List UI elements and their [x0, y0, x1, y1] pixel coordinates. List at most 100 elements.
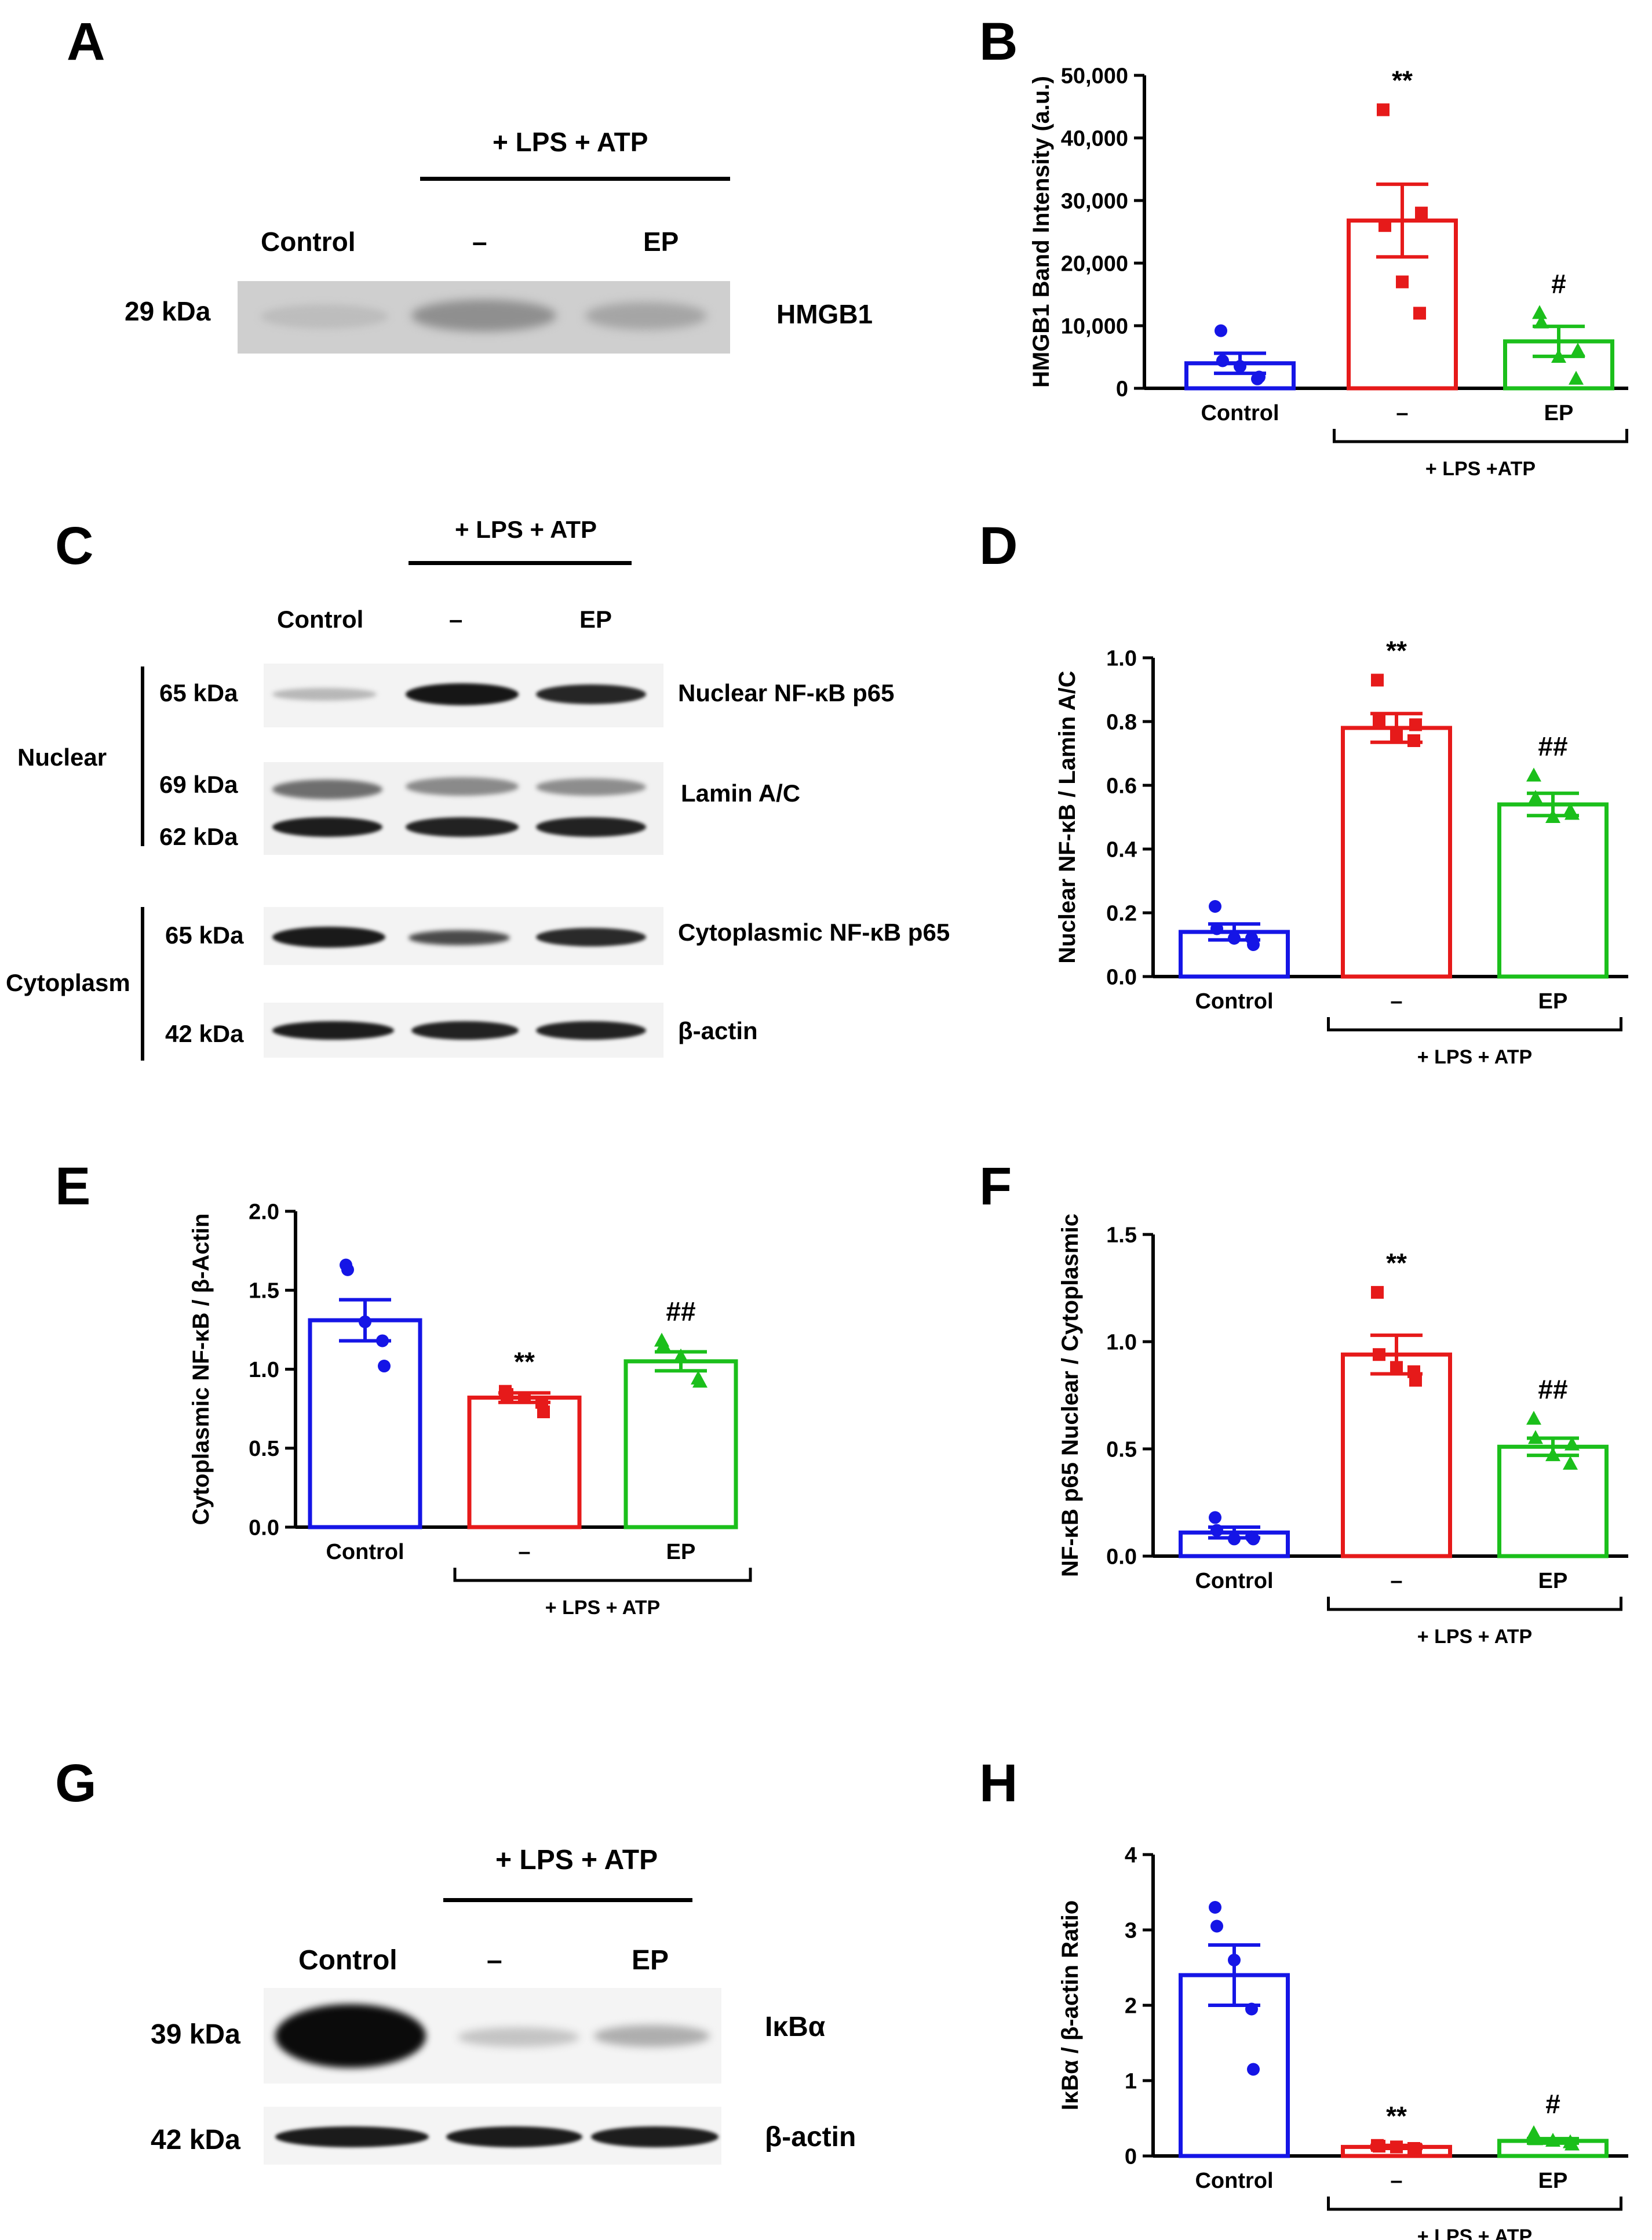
y-tick-label-b-4: 40,000	[1061, 126, 1128, 151]
y-tick-label-d-0: 0.0	[1106, 965, 1137, 989]
mw-label-actin-c: 42 kDa	[165, 1020, 244, 1047]
point-b-1-0	[1377, 103, 1390, 116]
band-nfkb-cyto-control	[272, 927, 385, 948]
mw-label-nfkb-cyto: 65 kDa	[165, 922, 244, 949]
point-d-2-2	[1545, 809, 1560, 823]
point-d-1-1	[1373, 715, 1385, 728]
y-tick-label-h-2: 2	[1125, 1994, 1137, 2018]
y-axis-label-d: Nuclear NF-κB / Lamin A/C	[1055, 671, 1080, 963]
panel-letter-c: C	[55, 516, 94, 576]
group-bracket-d	[1327, 1017, 1622, 1032]
x-tick-label-e-2: EP	[666, 1540, 696, 1564]
y-tick-label-b-3: 30,000	[1061, 189, 1128, 213]
point-d-1-3	[1407, 734, 1420, 747]
point-d-2-1	[1528, 790, 1543, 804]
point-h-0-0	[1209, 1901, 1221, 1914]
group-label-e: + LPS + ATP	[545, 1597, 660, 1619]
blot-actin-c	[264, 1003, 663, 1058]
significance-d-1: **	[1386, 636, 1407, 666]
blot-lamin	[264, 762, 663, 855]
point-e-0-4	[378, 1360, 391, 1373]
panel-letter-f: F	[979, 1157, 1012, 1216]
lane-label-lps-g: –	[487, 1945, 502, 1976]
lane-label-ep-c: EP	[579, 606, 612, 633]
group-label-f: + LPS + ATP	[1417, 1626, 1532, 1648]
point-d-0-2	[1228, 932, 1241, 945]
x-tick-label-b-0: Control	[1201, 401, 1279, 425]
y-tick-label-e-1: 0.5	[249, 1437, 279, 1461]
mw-label-actin-g: 42 kDa	[151, 2125, 240, 2155]
mw-label-nfkb-nuclear: 65 kDa	[159, 679, 238, 706]
point-b-0-0	[1215, 324, 1227, 337]
point-b-2-1	[1534, 314, 1549, 329]
bracket-cytoplasm	[141, 907, 144, 1061]
band-ikba-ep	[594, 2025, 710, 2047]
y-tick-label-b-0: 0	[1116, 377, 1128, 401]
y-tick-label-d-2: 0.4	[1106, 837, 1137, 862]
group-bracket-h	[1327, 2197, 1622, 2211]
band-hmgb1-ep	[585, 302, 707, 330]
band-actin-c-control	[272, 1021, 394, 1040]
point-e-2-2	[673, 1348, 688, 1363]
band-nfkb-cyto-ep	[536, 928, 646, 946]
band-ikba-control	[275, 2004, 426, 2068]
protein-label-ikba: IκBα	[765, 2012, 826, 2042]
point-f-2-3	[1563, 1455, 1578, 1470]
point-f-0-4	[1247, 1532, 1260, 1546]
treatment-line-g	[443, 1898, 692, 1902]
protein-label-cyto-nfkb: Cytoplasmic NF-κB p65	[678, 919, 950, 946]
x-tick-label-f-1: –	[1390, 1569, 1402, 1593]
point-f-0-1	[1210, 1524, 1223, 1537]
y-axis-label-h: IκBα / β-actin Ratio	[1057, 1900, 1083, 2110]
protein-label-hmgb1: HMGB1	[776, 299, 873, 329]
treatment-label-c: + LPS + ATP	[455, 516, 597, 543]
point-b-2-2	[1551, 349, 1566, 363]
y-axis-label-b: HMGB1 Band Intensity (a.u.)	[1029, 76, 1054, 388]
treatment-label-a: + LPS + ATP	[493, 127, 648, 157]
point-f-0-2	[1228, 1532, 1241, 1546]
treatment-line-c	[409, 561, 632, 565]
y-tick-label-e-4: 2.0	[249, 1200, 279, 1224]
fraction-label-nuclear: Nuclear	[17, 744, 107, 771]
x-tick-label-d-2: EP	[1538, 989, 1568, 1014]
point-e-2-1	[656, 1337, 671, 1352]
x-tick-label-h-1: –	[1390, 2169, 1402, 2193]
band-hmgb1-lps	[411, 300, 556, 332]
y-tick-label-f-2: 1.0	[1106, 1330, 1137, 1354]
blot-cyto-nfkb	[264, 907, 663, 965]
panel-letter-b: B	[979, 12, 1018, 71]
mw-label-lamin-69: 69 kDa	[159, 771, 238, 798]
significance-h-1: **	[1386, 2101, 1407, 2131]
point-f-1-4	[1409, 1374, 1422, 1387]
significance-f-2: ##	[1538, 1374, 1567, 1404]
point-d-0-0	[1209, 900, 1221, 913]
point-e-0-2	[359, 1315, 371, 1328]
point-d-0-1	[1210, 922, 1223, 935]
band-ikba-lps	[458, 2027, 579, 2047]
panel-letter-d: D	[979, 516, 1018, 576]
point-b-1-3	[1413, 307, 1426, 320]
group-bracket-f	[1327, 1597, 1622, 1611]
significance-b-1: **	[1392, 65, 1413, 95]
point-d-1-2	[1390, 728, 1403, 741]
significance-d-2: ##	[1538, 731, 1567, 762]
group-label-d: + LPS + ATP	[1417, 1046, 1532, 1068]
point-h-1-4	[1409, 2143, 1422, 2156]
y-tick-label-h-3: 3	[1125, 1918, 1137, 1943]
y-tick-label-f-1: 0.5	[1106, 1437, 1137, 1462]
treatment-label-g: + LPS + ATP	[495, 1845, 658, 1875]
band-nfkb-nuc-control	[272, 688, 377, 701]
panel-letter-g: G	[55, 1754, 97, 1813]
band-lamin69-lps	[406, 777, 519, 796]
blot-actin-g	[264, 2107, 721, 2165]
point-d-1-0	[1371, 673, 1384, 687]
y-tick-label-b-2: 20,000	[1061, 252, 1128, 276]
group-label-b: + LPS +ATP	[1425, 458, 1536, 480]
significance-e-2: ##	[666, 1296, 695, 1326]
y-tick-label-b-1: 10,000	[1061, 314, 1128, 338]
band-lamin62-ep	[536, 817, 646, 837]
significance-f-1: **	[1386, 1248, 1407, 1278]
